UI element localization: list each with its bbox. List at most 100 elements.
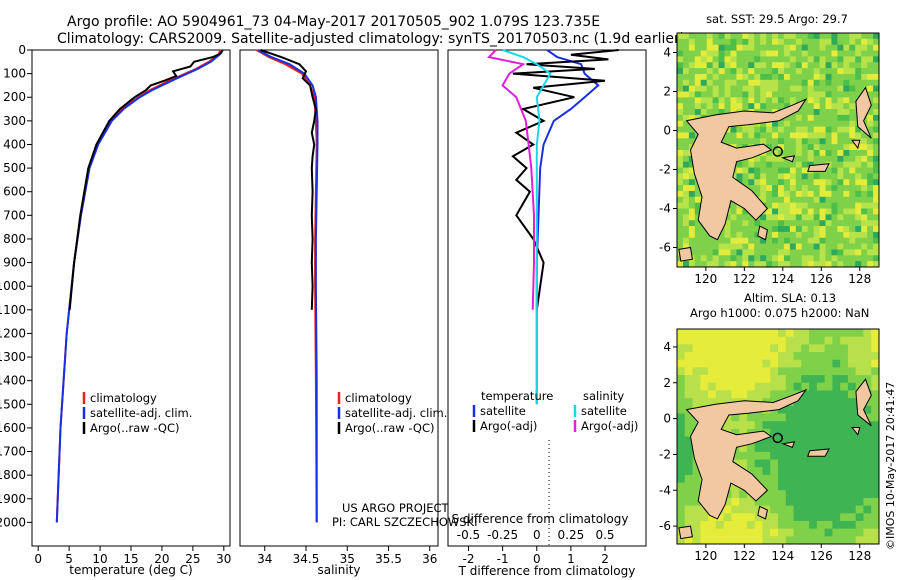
y-tick-label: 1100	[0, 303, 26, 317]
heatmap-cell	[843, 155, 850, 163]
heatmap-cell	[778, 237, 785, 244]
heatmap-cell	[783, 85, 791, 92]
heatmap-cell	[867, 190, 874, 198]
heatmap-cell	[762, 421, 771, 430]
heatmap-cell	[832, 398, 841, 407]
heatmap-cell	[748, 185, 755, 192]
heatmap-cell	[766, 167, 773, 174]
heatmap-cell	[816, 482, 826, 491]
heatmap-cell	[816, 375, 826, 384]
heatmap-cell	[694, 44, 702, 51]
heatmap-cell	[831, 132, 838, 139]
heatmap-cell	[795, 231, 803, 239]
heatmap-cell	[700, 85, 708, 92]
heatmap-cell	[754, 444, 763, 453]
heatmap-cell	[807, 68, 815, 75]
heatmap-cell	[778, 243, 785, 250]
heatmap-cell	[785, 536, 794, 545]
heatmap-cell	[871, 482, 880, 491]
island	[851, 139, 861, 150]
heatmap-cell	[855, 173, 862, 180]
heatmap-cell	[682, 155, 690, 163]
heatmap-cell	[682, 173, 690, 180]
heatmap-cell	[867, 114, 874, 122]
heatmap-cell	[754, 50, 761, 57]
heatmap-cell	[789, 144, 797, 151]
heatmap-cell	[793, 421, 802, 430]
heatmap-cell	[677, 50, 684, 57]
heatmap-cell	[793, 398, 802, 407]
heatmap-cell	[873, 138, 880, 145]
heatmap-cell	[867, 150, 874, 157]
heatmap-cell	[789, 179, 797, 186]
heatmap-cell	[847, 459, 857, 468]
heatmap-cell	[816, 513, 826, 522]
heatmap-cell	[813, 202, 820, 209]
heatmap-cell	[873, 255, 880, 262]
heatmap-cell	[766, 62, 773, 69]
heatmap-cell	[677, 144, 684, 151]
heatmap-cell	[847, 428, 857, 437]
heatmap-cell	[760, 155, 767, 163]
heatmap-cell	[783, 185, 791, 192]
heatmap-cell	[730, 103, 737, 110]
heatmap-cell	[807, 150, 815, 157]
heatmap-cell	[783, 79, 791, 87]
heatmap-cell	[843, 138, 850, 145]
heatmap-cell	[831, 214, 838, 221]
heatmap-cell	[677, 451, 686, 460]
heatmap-cell	[677, 513, 686, 522]
depth-axis: 0100200300400500600700800900100011001200…	[0, 43, 32, 529]
heatmap-cell	[867, 243, 874, 250]
heatmap-cell	[816, 413, 826, 422]
heatmap-cell	[873, 237, 880, 244]
heatmap-cell	[824, 390, 833, 399]
heatmap-cell	[849, 185, 856, 192]
heatmap-cell	[847, 505, 857, 514]
heatmap-cell	[824, 375, 833, 384]
heatmap-cell	[863, 528, 872, 537]
heatmap-cell	[837, 196, 844, 204]
heatmap-cell	[783, 38, 791, 46]
heatmap-cell	[867, 50, 874, 57]
heatmap-cell	[778, 390, 787, 399]
heatmap-cell	[793, 405, 802, 414]
heatmap-cell	[837, 109, 844, 116]
heatmap-cell	[778, 467, 787, 476]
heatmap-cell	[688, 91, 696, 98]
heatmap-cell	[807, 91, 815, 98]
heatmap-cell	[708, 336, 717, 345]
heatmap-cell	[873, 144, 880, 151]
heatmap-cell	[849, 144, 856, 151]
heatmap-cell	[778, 185, 785, 192]
heatmap-cell	[748, 62, 755, 69]
heatmap-cell	[801, 359, 810, 368]
heatmap-cell	[718, 38, 725, 46]
heatmap-cell	[873, 150, 880, 157]
heatmap-cell	[748, 167, 755, 174]
heatmap-cell	[789, 97, 797, 104]
heatmap-cell	[692, 344, 701, 353]
heatmap-cell	[793, 528, 802, 537]
heatmap-cell	[778, 255, 785, 262]
heatmap-cell	[785, 413, 794, 422]
heatmap-cell	[813, 144, 820, 151]
heatmap-cell	[819, 255, 826, 262]
heatmap-cell	[837, 85, 844, 92]
heatmap-cell	[837, 231, 844, 239]
heatmap-cell	[809, 398, 818, 407]
map-y-tick-label: 0	[663, 412, 671, 426]
heatmap-cell	[731, 367, 740, 376]
map-x-tick-label: 126	[810, 272, 833, 286]
heatmap-cell	[819, 202, 826, 209]
heatmap-cell	[819, 103, 826, 110]
x-tick-label: -1	[497, 552, 509, 566]
heatmap-cell	[813, 214, 820, 221]
heatmap-cell	[801, 536, 810, 545]
heatmap-cell	[739, 329, 748, 338]
heatmap-cell	[766, 103, 773, 110]
heatmap-cell	[766, 196, 773, 204]
heatmap-cell	[807, 185, 815, 192]
heatmap-cell	[873, 179, 880, 186]
island	[855, 86, 872, 139]
